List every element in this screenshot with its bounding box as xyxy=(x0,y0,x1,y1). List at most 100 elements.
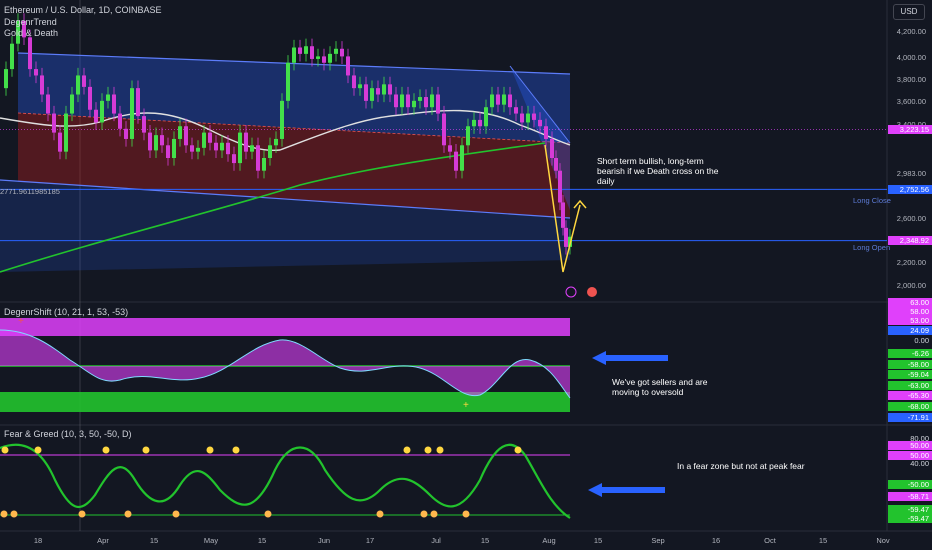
degenrshift-title[interactable]: DegenrShift (10, 21, 1, 53, -53) xyxy=(4,307,129,317)
candle-body xyxy=(561,202,565,228)
candle-body xyxy=(322,56,326,63)
candle-body xyxy=(454,151,458,171)
fear-emoji-icon xyxy=(264,510,272,518)
candle-body xyxy=(436,94,440,114)
flag-icon xyxy=(587,287,597,297)
candle-body xyxy=(178,126,182,139)
price-tick-label: 4,000.00 xyxy=(897,53,926,62)
shift-value-badge: -68.00 xyxy=(888,402,932,411)
shift-value-badge: -63.00 xyxy=(888,381,932,390)
fear-emoji-icon xyxy=(430,510,438,518)
candle-body xyxy=(352,75,356,89)
fear-emoji-icon xyxy=(0,510,8,518)
candle-body xyxy=(508,94,512,108)
fear-greed-title[interactable]: Fear & Greed (10, 3, 50, -50, D) xyxy=(4,429,132,439)
candle-body xyxy=(256,145,260,171)
candle-body xyxy=(64,113,68,152)
fear-emoji-icon xyxy=(78,510,86,518)
fear-greed-value-badge: 40.00 xyxy=(910,459,929,468)
annotation-sellers[interactable]: We've got sellers and are moving to over… xyxy=(612,377,708,397)
currency-button[interactable]: USD xyxy=(893,4,925,20)
fear-emoji-icon xyxy=(172,510,180,518)
price-tick-label: 2,600.00 xyxy=(897,214,926,223)
candle-body xyxy=(466,126,470,146)
candle-body xyxy=(142,116,146,133)
ma-short-line xyxy=(0,109,571,152)
candle-body xyxy=(406,94,410,108)
time-tick-label: Aug xyxy=(542,536,555,545)
annotation-fear-zone[interactable]: In a fear zone but not at peak fear xyxy=(677,461,805,471)
time-tick-label: 15 xyxy=(150,536,158,545)
shift-value-badge: -6.26 xyxy=(888,349,932,358)
price-label-badge: 2,348.92 xyxy=(888,236,932,246)
candle-body xyxy=(472,119,476,127)
candle-body xyxy=(250,145,254,152)
candle-body xyxy=(16,20,20,44)
candle-body xyxy=(532,113,536,120)
shift-value-badge: 63.00 xyxy=(888,298,932,307)
indicator-degenrtrend-label[interactable]: DegenrTrend xyxy=(4,17,57,27)
candle-body xyxy=(184,126,188,146)
candle-body xyxy=(136,88,140,117)
price-pane[interactable] xyxy=(0,13,887,298)
candle-body xyxy=(388,84,392,95)
candle-body xyxy=(400,94,404,108)
fear-greed-pane[interactable] xyxy=(0,443,571,519)
annotation-short-term[interactable]: Short term bullish, long-term bearish if… xyxy=(597,156,719,186)
channel-bottom-line xyxy=(0,179,571,219)
candle-body xyxy=(292,47,296,63)
candle-body xyxy=(130,88,134,139)
projection-path xyxy=(544,144,581,273)
candle-body xyxy=(544,126,548,139)
time-tick-label: 18 xyxy=(34,536,42,545)
candle-body xyxy=(154,135,158,151)
time-tick-label: Jul xyxy=(431,536,441,545)
shift-value-badge: -71.91 xyxy=(888,413,932,422)
candle-body xyxy=(46,94,50,114)
shift-value-badge: -65.30 xyxy=(888,391,932,400)
greed-emoji-icon xyxy=(514,446,522,454)
greed-emoji-icon xyxy=(232,446,240,454)
fear-greed-value-badge: 50.00 xyxy=(888,441,932,450)
candle-body xyxy=(268,145,272,158)
candle-body xyxy=(460,145,464,171)
arrow-left-icon xyxy=(588,483,665,497)
indicator-gold-death-label[interactable]: Gold & Death xyxy=(4,28,59,38)
candle-body xyxy=(88,86,92,110)
shift-area xyxy=(0,330,570,398)
candle-body xyxy=(316,56,320,59)
candle-body xyxy=(502,94,506,105)
candle-body xyxy=(22,20,26,38)
candle-body xyxy=(10,43,14,70)
time-tick-label: Sep xyxy=(651,536,664,545)
candle-body xyxy=(124,128,128,139)
candle-body xyxy=(166,145,170,158)
price-tick-label: 4,200.00 xyxy=(897,27,926,36)
candle-body xyxy=(274,138,278,146)
candle-body xyxy=(244,132,248,152)
candle-body xyxy=(214,142,218,151)
candle-body xyxy=(112,94,116,114)
candle-body xyxy=(558,170,562,203)
candle-body xyxy=(82,75,86,87)
candle-body xyxy=(538,119,542,127)
degenrshift-pane[interactable]: ++ xyxy=(0,316,571,412)
candle-body xyxy=(118,113,122,129)
candle-body xyxy=(358,84,362,89)
candle-body xyxy=(418,97,422,101)
sell-marker-icon: + xyxy=(18,316,24,327)
fear-greed-line xyxy=(0,443,571,519)
time-tick-label: 15 xyxy=(481,536,489,545)
long-close-label: Long Close xyxy=(853,196,891,205)
greed-emoji-icon xyxy=(436,446,444,454)
time-tick-label: 15 xyxy=(594,536,602,545)
time-tick-label: Jun xyxy=(318,536,330,545)
candle-body xyxy=(490,94,494,108)
time-tick-label: 16 xyxy=(712,536,720,545)
time-tick-label: Oct xyxy=(764,536,777,545)
candle-body xyxy=(448,145,452,152)
shift-value-badge: -58.00 xyxy=(888,360,932,369)
candle-body xyxy=(280,100,284,139)
greed-emoji-icon xyxy=(1,446,9,454)
